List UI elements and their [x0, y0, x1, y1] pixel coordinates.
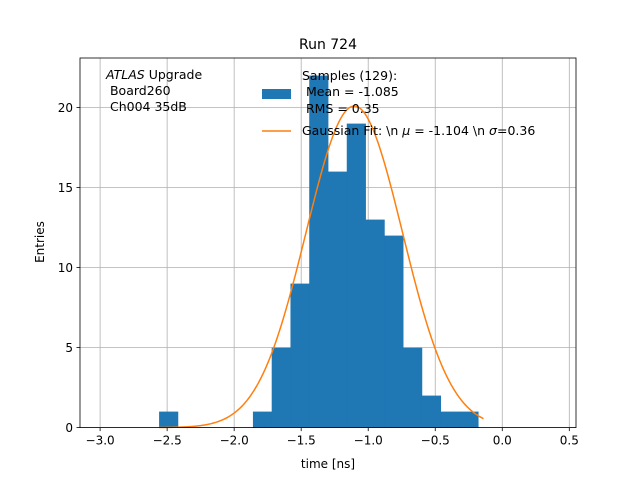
histogram-bar — [421, 395, 442, 428]
gaussian-fit-curve — [159, 105, 484, 429]
legend-fit-suffix: =0.36 — [497, 123, 535, 138]
x-tick-label: −1.5 — [287, 434, 316, 448]
legend-fit-label: Gaussian Fit: \n μ = -1.104 \n σ=0.36 — [302, 123, 535, 138]
histogram-bar — [328, 171, 348, 428]
histogram-bar — [159, 411, 179, 428]
legend-histogram-line3: RMS = 0.35 — [302, 101, 380, 116]
histogram-bar — [365, 219, 385, 428]
histogram-bars — [159, 75, 479, 428]
board-label: Board260 — [106, 83, 171, 98]
legend-fit-mid: = -1.104 \n — [410, 123, 489, 138]
chart-title: Run 724 — [299, 37, 357, 53]
x-tick-label: −2.0 — [220, 434, 249, 448]
legend-histogram-line1: Samples (129): — [302, 68, 397, 83]
legend-histogram-line2: Mean = -1.085 — [302, 84, 399, 99]
y-tick-label: 15 — [58, 181, 73, 195]
legend: Samples (129): Mean = -1.085 RMS = 0.35 … — [262, 68, 535, 138]
histogram-bar — [252, 411, 273, 428]
histogram-bar — [459, 411, 479, 428]
x-tick-label: 0.5 — [560, 434, 579, 448]
y-tick-label: 5 — [65, 341, 73, 355]
x-tick-label: −1.0 — [354, 434, 383, 448]
histogram-bar — [384, 235, 404, 428]
channel-label: Ch004 35dB — [106, 99, 187, 114]
legend-histogram-swatch — [262, 89, 291, 99]
x-tick-label: 0.0 — [493, 434, 512, 448]
y-tick-label: 20 — [58, 101, 73, 115]
x-tick-label: −2.5 — [153, 434, 182, 448]
legend-fit-prefix: Gaussian Fit: \n — [302, 123, 402, 138]
y-tick-label: 10 — [58, 261, 73, 275]
y-axis-label: Entries — [33, 221, 47, 263]
histogram-bar — [403, 347, 423, 428]
legend-fit-mu: μ — [401, 123, 410, 138]
upgrade-label: Upgrade — [145, 67, 203, 82]
histogram-bar — [346, 123, 366, 428]
x-tick-label: −3.0 — [86, 434, 115, 448]
y-tick-label: 0 — [65, 421, 73, 435]
legend-fit-sigma: σ — [489, 123, 498, 138]
plot-frame — [79, 57, 577, 429]
histogram-bar — [440, 411, 460, 428]
x-tick-label: −0.5 — [421, 434, 450, 448]
y-axis-ticks: 0 5 10 15 20 — [58, 101, 80, 435]
atlas-label: ATLAS — [105, 67, 145, 82]
histogram-bar — [290, 283, 310, 428]
histogram-bar — [271, 347, 291, 428]
atlas-annotation: ATLAS Upgrade Board260 Ch004 35dB — [105, 67, 202, 114]
x-axis-ticks: −3.0 −2.5 −2.0 −1.5 −1.0 −0.5 0.0 0.5 — [86, 427, 579, 448]
x-axis-label: time [ns] — [301, 457, 355, 471]
atlas-label-line1: ATLAS Upgrade — [105, 67, 202, 82]
